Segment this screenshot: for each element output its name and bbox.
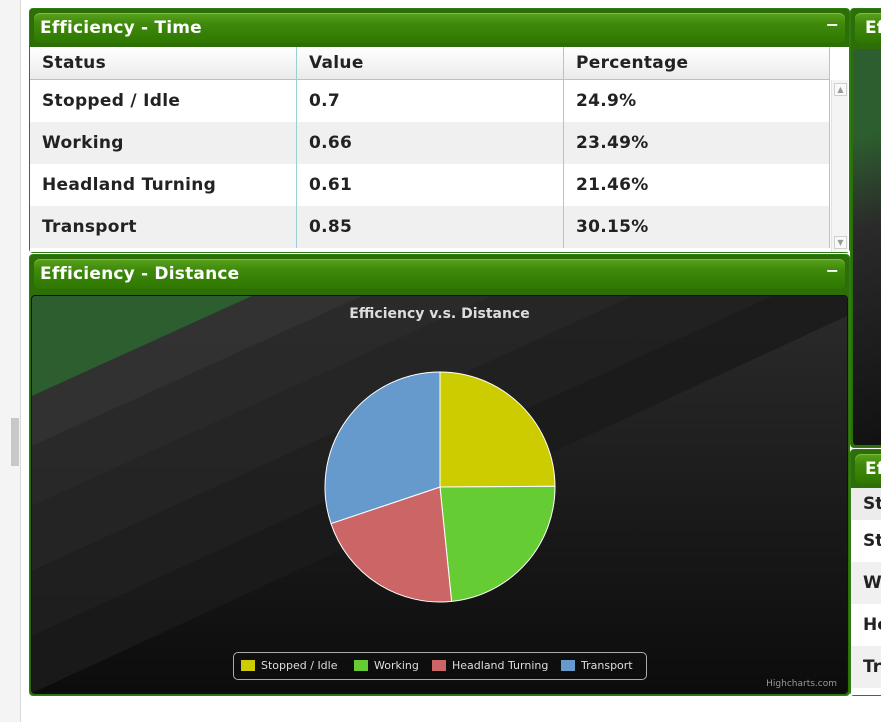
legend-swatch [354,660,368,671]
chart-title: Efficiency v.s. Distance [349,306,530,322]
cell-value: 0.66 [296,122,564,164]
chart-credits-link[interactable]: Highcharts.com [766,679,837,689]
legend-label: Working [374,659,419,672]
cell-fragment: St [863,531,881,551]
panel-header: Efficiency - Time − [34,13,845,43]
right-bottom-panel: Effi St St Wo He Tr [850,449,881,696]
cell-fragment: Tr [851,646,881,688]
table-row: Tr [851,646,881,688]
legend-label: Headland Turning [452,659,549,672]
panel-title: Effi [865,459,881,479]
pie-slice-working[interactable] [439,485,556,602]
cell-percentage: 23.49% [563,122,830,164]
cell-fragment: Wo [851,562,881,604]
table-row[interactable]: Headland Turning 0.61 21.46% [30,164,830,206]
cell-percentage: 24.9% [563,79,830,122]
column-header-percentage[interactable]: Percentage [563,47,830,80]
cell-status: Transport [30,206,297,248]
cell-value: 0.61 [296,164,564,206]
chart-area-fragment [853,49,881,445]
right-top-panel: Eff [850,8,881,448]
table-row: He [851,604,881,646]
pie-slice-stopped-idle[interactable] [439,371,556,488]
panel-header: Efficiency - Distance − [34,259,845,289]
pie-chart [324,371,556,603]
legend-label: Transport [581,659,633,672]
status-table-container: Status Value Percentage Stopped / Idle 0… [30,47,849,252]
legend-label: Stopped / Idle [261,659,338,672]
table-row[interactable]: Transport 0.85 30.15% [30,206,830,248]
splitter-grip[interactable] [11,418,19,466]
table-row: St [851,488,881,520]
table-row: St [851,520,881,562]
panel-title: Eff [865,18,881,38]
legend-swatch [432,660,446,671]
efficiency-distance-panel: Efficiency - Distance − Efficiency v.s. … [29,254,850,696]
pie-slice-transport[interactable] [324,371,441,525]
panel-header: Effi [855,454,881,484]
cell-percentage: 30.15% [563,206,830,248]
table-fragment-grid: St St Wo He Tr [851,488,881,688]
panel-header: Eff [855,13,881,43]
scroll-down-arrow-icon[interactable]: ▼ [834,236,847,249]
panel-title: Efficiency - Distance [40,264,240,284]
scroll-up-arrow-icon[interactable]: ▲ [834,83,847,96]
collapse-button[interactable]: − [825,15,839,34]
table-row: Wo [851,562,881,604]
cell-percentage: 21.46% [563,164,830,206]
cell-value: 0.7 [296,79,564,122]
table-row[interactable]: Working 0.66 23.49% [30,122,830,164]
cell-fragment: St [851,488,881,520]
chart-legend: Stopped / Idle Working Headland Turning … [233,652,647,680]
table-header-row: Status Value Percentage [30,47,830,80]
cell-status: Stopped / Idle [30,79,297,122]
column-header-status[interactable]: Status [30,47,297,80]
column-header-value[interactable]: Value [296,47,564,80]
left-rail [0,0,21,722]
cell-value: 0.85 [296,206,564,248]
cell-fragment: He [863,615,881,635]
table-row[interactable]: Stopped / Idle 0.7 24.9% [30,79,830,122]
pie-chart-area: Efficiency v.s. Distance Stopped / Idle … [31,295,848,694]
legend-swatch [561,660,575,671]
table-scrollbar[interactable]: ▲ ▼ [831,80,848,252]
table-fragment: St St Wo He Tr [851,488,881,695]
panel-title: Efficiency - Time [40,18,202,38]
cell-status: Working [30,122,297,164]
legend-swatch [241,660,255,671]
cell-status: Headland Turning [30,164,297,206]
pie-slice-headland-turning[interactable] [330,486,453,603]
efficiency-time-panel: Efficiency - Time − Status Value Percent… [29,8,850,253]
collapse-button[interactable]: − [825,261,839,280]
efficiency-time-table: Status Value Percentage Stopped / Idle 0… [30,47,830,248]
